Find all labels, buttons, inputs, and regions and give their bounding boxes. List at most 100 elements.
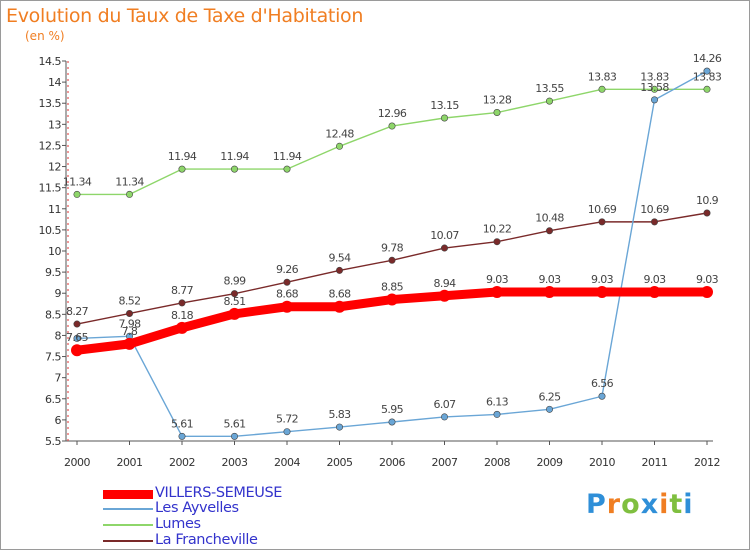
legend-item: Lumes <box>103 516 403 534</box>
data-point <box>178 432 186 440</box>
data-label: 8.27 <box>66 305 89 318</box>
data-label: 5.72 <box>276 413 298 426</box>
data-point <box>438 289 451 302</box>
data-label: 5.61 <box>171 417 193 430</box>
data-point <box>493 109 501 117</box>
data-point <box>650 96 658 104</box>
data-label: 9.54 <box>328 251 351 264</box>
data-point <box>178 165 186 173</box>
x-tick-label: 2005 <box>327 456 353 469</box>
x-tick-label: 2009 <box>537 456 563 469</box>
data-label: 6.25 <box>538 390 561 403</box>
y-tick-label: 10.5 <box>39 224 62 237</box>
data-point <box>701 285 713 298</box>
data-label: 11.94 <box>220 150 249 163</box>
y-tick-label: 13 <box>48 118 61 131</box>
data-label: 5.95 <box>381 403 404 416</box>
data-label: 9.26 <box>276 263 299 276</box>
data-label: 10.69 <box>640 203 669 216</box>
y-tick-label: 9 <box>55 287 62 300</box>
data-label: 9.03 <box>591 273 614 286</box>
logo-letter: P <box>586 489 607 520</box>
data-point <box>283 165 291 173</box>
data-label: 7.98 <box>118 317 141 330</box>
data-point <box>388 122 396 130</box>
data-label: 9.03 <box>486 273 509 286</box>
y-tick-label: 11.5 <box>39 182 62 195</box>
data-point <box>388 256 396 264</box>
series-line <box>76 212 708 325</box>
data-point <box>386 293 398 306</box>
data-label: 8.51 <box>223 295 245 308</box>
y-tick-label: 13.5 <box>39 97 62 110</box>
data-point <box>545 405 553 413</box>
data-label: 13.83 <box>693 70 722 83</box>
y-tick-label: 6 <box>55 414 62 427</box>
data-label: 13.55 <box>535 82 564 95</box>
data-label: 9.78 <box>381 241 404 254</box>
x-tick-label: 2004 <box>274 456 300 469</box>
data-label: 10.07 <box>430 229 459 242</box>
data-point <box>231 290 239 298</box>
data-point <box>231 432 239 440</box>
chart-title: Evolution du Taux de Taxe d'Habitation <box>6 5 364 27</box>
data-point <box>440 244 448 252</box>
legend-item: Les Ayvelles <box>103 500 403 518</box>
logo-letter: r <box>606 489 622 520</box>
data-point <box>598 392 606 400</box>
data-point <box>283 428 291 436</box>
data-label: 5.83 <box>328 408 351 421</box>
data-point <box>283 278 291 286</box>
data-point <box>440 413 448 421</box>
data-label: 13.28 <box>483 94 512 107</box>
data-label: 8.52 <box>118 294 140 307</box>
x-tick-label: 2008 <box>484 456 510 469</box>
legend-label: Les Ayvelles <box>155 500 239 516</box>
logo-letter: t <box>669 489 684 520</box>
data-point <box>71 344 83 357</box>
data-point <box>648 285 661 298</box>
data-point <box>126 309 134 317</box>
x-tick-label: 2003 <box>222 456 248 469</box>
data-point <box>176 321 188 334</box>
y-tick-label: 10 <box>48 245 61 258</box>
data-label: 14.26 <box>693 52 722 65</box>
data-label: 8.68 <box>276 288 299 301</box>
data-label: 13.58 <box>640 81 669 94</box>
data-point <box>228 307 241 320</box>
x-tick-label: 2006 <box>379 456 405 469</box>
data-point <box>703 209 711 217</box>
x-tick-label: 2012 <box>694 456 720 469</box>
series-line <box>76 88 708 196</box>
y-tick-label: 8 <box>55 329 62 342</box>
x-tick-label: 2010 <box>589 456 615 469</box>
data-point <box>335 423 343 431</box>
data-label: 12.96 <box>378 107 407 120</box>
series-villers-semeuse <box>71 285 713 357</box>
data-label: 12.48 <box>325 127 354 140</box>
data-label: 7.8 <box>122 325 138 338</box>
data-label: 8.18 <box>171 309 194 322</box>
legend-swatch <box>103 508 153 510</box>
data-point <box>598 85 606 93</box>
data-label: 11.94 <box>273 150 302 163</box>
data-point <box>333 300 346 313</box>
data-point <box>703 67 711 75</box>
chart-axes: 5.566.577.588.599.51010.51111.51212.5131… <box>39 55 721 469</box>
data-point <box>650 218 658 226</box>
data-point <box>126 190 134 198</box>
y-tick-label: 14 <box>48 76 61 89</box>
data-label: 6.13 <box>486 395 509 408</box>
data-label: 10.22 <box>483 223 512 236</box>
data-point <box>231 165 239 173</box>
x-tick-label: 2000 <box>64 456 90 469</box>
data-label: 10.48 <box>535 212 564 225</box>
data-label: 11.94 <box>168 150 197 163</box>
logo-letter: i <box>683 489 694 520</box>
logo-letter: x <box>640 489 660 520</box>
series-les-ayvelles <box>73 67 711 440</box>
data-label: 7.65 <box>66 331 89 344</box>
y-tick-label: 9.5 <box>45 266 61 279</box>
